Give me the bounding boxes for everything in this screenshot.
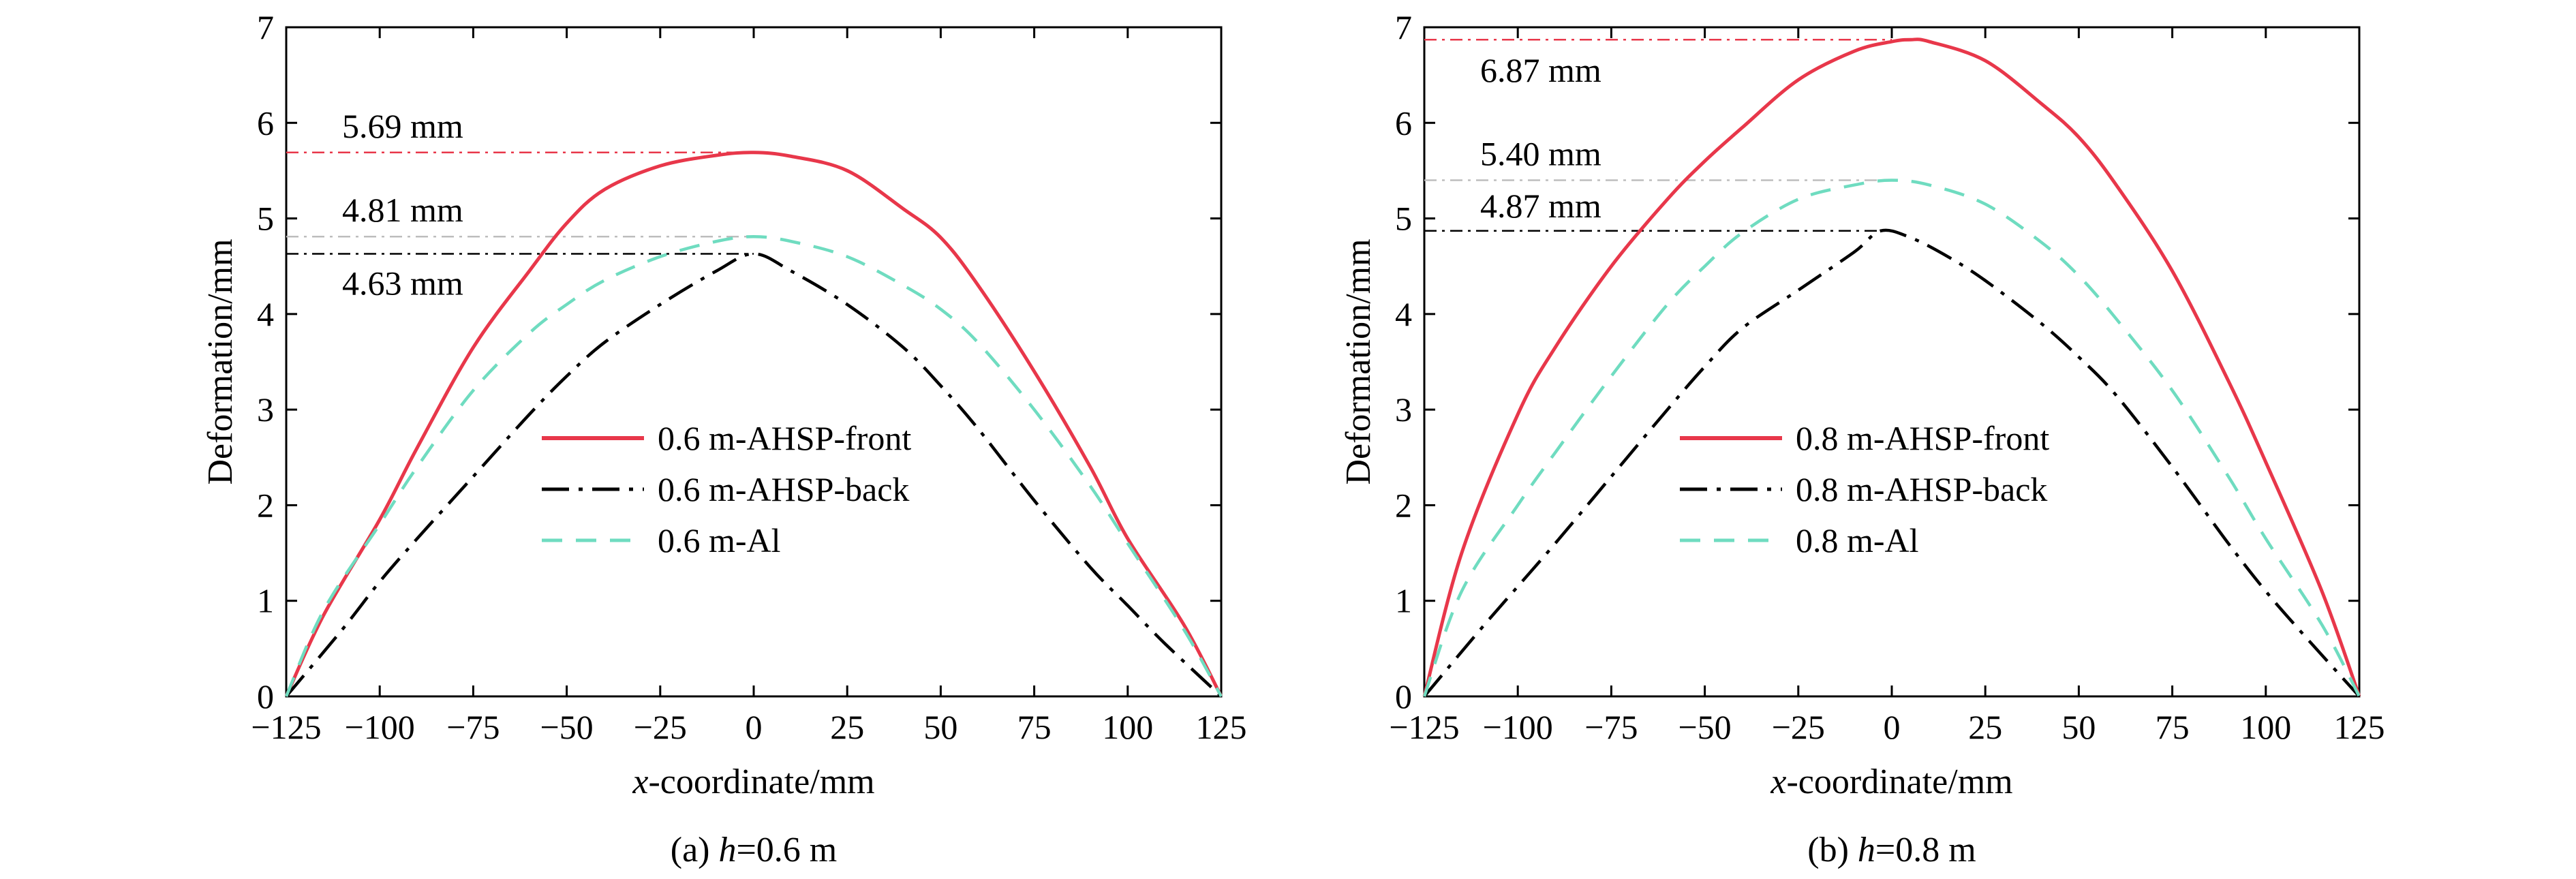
x-axis-title-var: x — [1770, 762, 1786, 801]
x-tick-label: 125 — [2334, 708, 2385, 746]
y-tick-label: 2 — [257, 486, 274, 524]
y-tick-label: 0 — [257, 677, 274, 715]
series-line-3 — [1422, 179, 2361, 698]
series-line-2 — [1423, 228, 2361, 698]
annotation-label: 4.87 mm — [1480, 187, 1601, 225]
caption-var: h — [1858, 831, 1875, 869]
x-tick-label: −100 — [345, 708, 415, 746]
caption-suffix: =0.8 m — [1875, 831, 1976, 869]
legend-label-2: 0.6 m-AHSP-back — [658, 470, 909, 508]
caption-prefix: (b) — [1807, 831, 1858, 869]
y-tick-label: 7 — [1395, 8, 1412, 46]
y-tick-label: 1 — [257, 582, 274, 620]
x-tick-label: −100 — [1483, 708, 1553, 746]
legend-label-1: 0.6 m-AHSP-front — [658, 419, 911, 457]
x-tick-label: 25 — [1968, 708, 2002, 746]
x-axis-title-var: x — [632, 762, 648, 801]
chart-panel-1: −125 −100 −75 −50 −25 0 25 50 75 100 125 0 1 2 3 4 5 6 7 5.… — [201, 8, 1247, 869]
legend-label-3: 0.6 m-Al — [658, 521, 781, 559]
x-tick-label: 75 — [1017, 708, 1052, 746]
x-tick-label: −75 — [1584, 708, 1638, 746]
x-tick-label: 125 — [1196, 708, 1247, 746]
caption-suffix: =0.6 m — [736, 831, 837, 869]
annotation-label: 6.87 mm — [1480, 51, 1601, 89]
y-tick-label: 3 — [257, 390, 274, 429]
x-tick-label: 50 — [923, 708, 957, 746]
x-tick-label: 50 — [2061, 708, 2096, 746]
legend-label-2: 0.8 m-AHSP-back — [1796, 470, 2047, 508]
x-tick-label: 0 — [1884, 708, 1901, 746]
y-axis-title: Deformation/mm — [1339, 238, 1378, 484]
y-tick-label: 6 — [257, 104, 274, 142]
y-axis-title: Deformation/mm — [201, 238, 240, 484]
annotation-label: 4.81 mm — [342, 191, 463, 229]
y-tick-label: 6 — [1395, 104, 1412, 142]
x-tick-label: 100 — [2240, 708, 2291, 746]
y-tick-label: 1 — [1395, 582, 1412, 620]
annotation-label: 5.69 mm — [342, 107, 463, 145]
y-tick-label: 4 — [257, 295, 274, 333]
legend-label-1: 0.8 m-AHSP-front — [1796, 419, 2049, 457]
annotation-label: 4.63 mm — [342, 264, 463, 302]
y-tick-label: 5 — [257, 200, 274, 238]
y-tick-label: 5 — [1395, 200, 1412, 238]
x-tick-label: −25 — [634, 708, 687, 746]
y-tick-label: 0 — [1395, 677, 1412, 715]
x-tick-label: −75 — [446, 708, 500, 746]
annotation-label: 5.40 mm — [1480, 134, 1601, 172]
x-tick-label: −25 — [1772, 708, 1825, 746]
series-line-1 — [1422, 37, 2361, 697]
y-tick-label: 7 — [257, 8, 274, 46]
panel-caption: (b) h=0.8 m — [1807, 831, 1976, 869]
chart-panel-2: −125 −100 −75 −50 −25 0 25 50 75 100 125 0 1 2 3 4 5 6 7 6.… — [1339, 8, 2385, 869]
y-tick-label: 2 — [1395, 486, 1412, 524]
x-axis-title-rest: -coordinate/mm — [1786, 762, 2012, 801]
x-tick-label: 25 — [830, 708, 864, 746]
legend-label-3: 0.8 m-Al — [1796, 521, 1919, 559]
caption-var: h — [718, 831, 736, 869]
x-axis-title: x-coordinate/mm — [1770, 762, 2012, 801]
x-axis-title-rest: -coordinate/mm — [648, 762, 874, 801]
x-tick-label: 0 — [746, 708, 763, 746]
x-tick-label: −50 — [540, 708, 593, 746]
x-tick-label: −125 — [251, 708, 321, 746]
x-axis-title: x-coordinate/mm — [632, 762, 874, 801]
series-line-1 — [284, 151, 1223, 698]
panel-caption: (a) h=0.6 m — [671, 831, 838, 869]
series-line-3 — [284, 234, 1223, 698]
caption-prefix: (a) — [671, 831, 719, 869]
x-tick-label: −125 — [1389, 708, 1459, 746]
x-tick-label: 75 — [2156, 708, 2190, 746]
series-line-2 — [285, 252, 1223, 698]
y-tick-label: 3 — [1395, 390, 1412, 429]
x-tick-label: −50 — [1678, 708, 1731, 746]
y-tick-label: 4 — [1395, 295, 1412, 333]
x-tick-label: 100 — [1102, 708, 1153, 746]
